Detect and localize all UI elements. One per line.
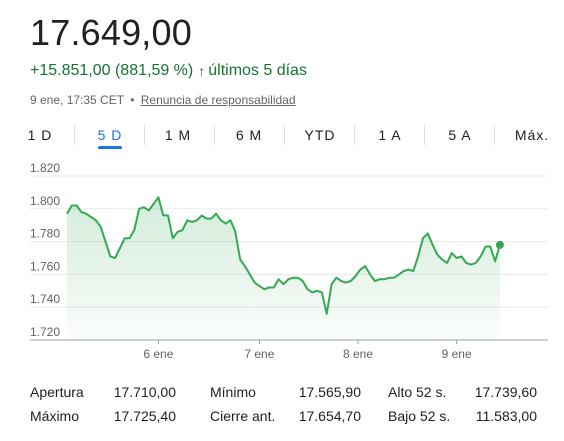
x-tick-label: 6 ene xyxy=(143,347,173,361)
x-tick-label: 9 ene xyxy=(442,347,472,361)
stat-label-high: Máximo xyxy=(30,408,80,424)
x-tick-label: 7 ene xyxy=(244,347,274,361)
tab-5d[interactable]: 5 D xyxy=(97,127,123,143)
tab-ytd[interactable]: YTD xyxy=(304,127,336,143)
x-tick-label: 8 ene xyxy=(343,347,373,361)
stat-label-open: Apertura xyxy=(30,384,84,400)
last-price-dot xyxy=(495,240,504,249)
y-tick-label: 1.800 xyxy=(30,194,60,208)
stat-value-high: 17.725,40 xyxy=(113,408,176,424)
stat-value-open: 17.710,00 xyxy=(113,384,176,400)
tab-1d[interactable]: 1 D xyxy=(27,127,53,143)
tab-separator xyxy=(74,125,75,145)
tab-max[interactable]: Máx. xyxy=(514,127,550,143)
price-value: 17.649,00 xyxy=(30,12,192,53)
stat-value-52w-high: 17.739,60 xyxy=(474,384,537,400)
arrow-up-icon: ↑ xyxy=(198,63,206,79)
active-tab-indicator xyxy=(98,146,122,149)
stat-label-low: Mínimo xyxy=(210,384,256,400)
change-period: últimos 5 días xyxy=(208,62,307,79)
y-tick-label: 1.720 xyxy=(30,325,60,339)
y-tick-label: 1.780 xyxy=(30,227,60,241)
y-tick-label: 1.760 xyxy=(30,259,60,273)
tab-separator xyxy=(144,125,145,145)
y-tick-label: 1.820 xyxy=(30,161,60,175)
separator-dot: • xyxy=(130,93,135,107)
y-tick-label: 1.740 xyxy=(30,292,60,306)
x-axis: 6 ene 7 ene 8 ene 9 ene xyxy=(143,340,472,361)
disclaimer-link[interactable]: Renuncia de responsabilidad xyxy=(140,93,296,107)
stat-label-52w-high: Alto 52 s. xyxy=(388,384,447,400)
quote-meta: 9 ene, 17:35 CET • Renuncia de responsab… xyxy=(30,93,296,107)
tab-separator xyxy=(284,125,285,145)
price-area-fill xyxy=(67,197,500,340)
price-change: +15.851,00 (881,59 %) ↑ últimos 5 días xyxy=(30,62,307,80)
timestamp: 9 ene, 17:35 CET xyxy=(30,93,124,107)
price-chart[interactable]: 1.720 1.740 1.760 1.780 1.800 1.820 6 ene 7 en… xyxy=(0,160,564,370)
change-value: +15.851,00 (881,59 %) xyxy=(30,62,194,79)
stat-value-prev-close: 17.654,70 xyxy=(298,408,361,424)
stat-label-52w-low: Bajo 52 s. xyxy=(388,408,451,424)
tab-6m[interactable]: 6 M xyxy=(235,127,263,143)
y-axis: 1.720 1.740 1.760 1.780 1.800 1.820 xyxy=(30,161,60,339)
tab-1m[interactable]: 1 M xyxy=(164,127,192,143)
stat-value-low: 17.565,90 xyxy=(298,384,361,400)
tab-1a[interactable]: 1 A xyxy=(378,127,402,143)
tab-separator xyxy=(354,125,355,145)
price-line xyxy=(66,196,501,315)
tab-separator xyxy=(214,125,215,145)
tab-separator xyxy=(494,125,495,145)
stat-label-prev-close: Cierre ant. xyxy=(210,408,276,424)
tab-5a[interactable]: 5 A xyxy=(448,127,472,143)
stat-value-52w-low: 11.583,00 xyxy=(475,408,537,424)
range-tabs: 1 D 5 D 1 M 6 M YTD 1 A 5 A Máx. xyxy=(14,121,564,151)
tab-separator xyxy=(424,125,425,145)
